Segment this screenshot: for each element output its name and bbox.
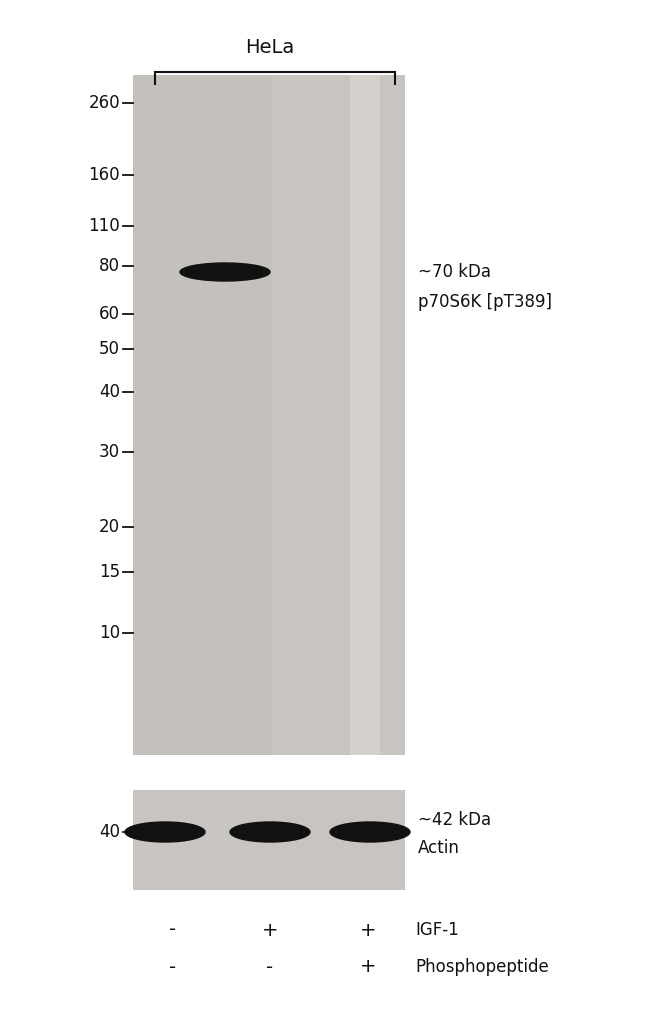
Text: 80: 80 <box>99 257 120 275</box>
Text: 110: 110 <box>88 217 120 235</box>
Text: -: - <box>266 958 274 977</box>
Text: HeLa: HeLa <box>246 38 294 57</box>
Text: 160: 160 <box>88 166 120 184</box>
Text: 50: 50 <box>99 340 120 358</box>
Text: +: + <box>262 920 278 939</box>
Bar <box>133 75 273 755</box>
Ellipse shape <box>180 263 270 281</box>
Text: p70S6K [pT389]: p70S6K [pT389] <box>418 293 552 311</box>
Text: 40: 40 <box>99 383 120 401</box>
Text: -: - <box>170 958 177 977</box>
Text: ~42 kDa: ~42 kDa <box>418 811 491 829</box>
Bar <box>350 75 380 755</box>
Text: Actin: Actin <box>418 839 460 857</box>
Text: 15: 15 <box>99 563 120 581</box>
Ellipse shape <box>230 822 310 842</box>
Text: Phosphopeptide: Phosphopeptide <box>415 958 549 976</box>
Bar <box>133 75 405 755</box>
Text: IGF-1: IGF-1 <box>415 921 459 939</box>
Text: -: - <box>170 920 177 939</box>
Text: 30: 30 <box>99 443 120 461</box>
Text: +: + <box>359 958 376 977</box>
Text: 10: 10 <box>99 624 120 642</box>
Text: +: + <box>359 920 376 939</box>
Text: ~70 kDa: ~70 kDa <box>418 263 491 281</box>
Text: 60: 60 <box>99 305 120 323</box>
Ellipse shape <box>125 822 205 842</box>
Text: 20: 20 <box>99 518 120 536</box>
Text: 40: 40 <box>99 823 120 840</box>
Bar <box>133 790 405 890</box>
Text: 260: 260 <box>88 94 120 112</box>
Ellipse shape <box>330 822 410 842</box>
